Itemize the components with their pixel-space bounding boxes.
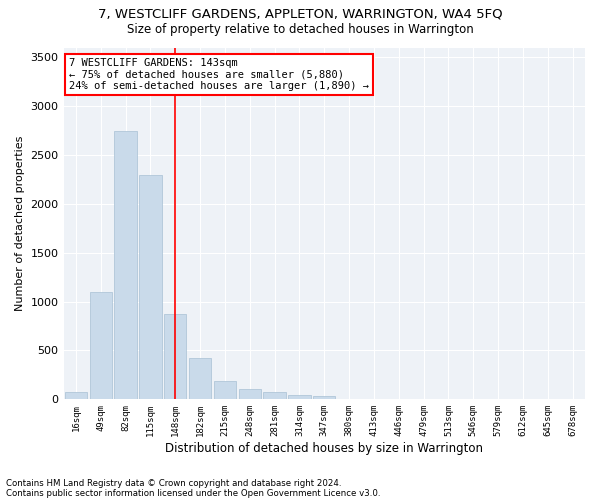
- Bar: [263, 392, 286, 400]
- Text: Contains HM Land Registry data © Crown copyright and database right 2024.: Contains HM Land Registry data © Crown c…: [6, 478, 341, 488]
- Bar: [313, 396, 335, 400]
- X-axis label: Distribution of detached houses by size in Warrington: Distribution of detached houses by size …: [165, 442, 483, 455]
- Text: 7 WESTCLIFF GARDENS: 143sqm
← 75% of detached houses are smaller (5,880)
24% of : 7 WESTCLIFF GARDENS: 143sqm ← 75% of det…: [69, 58, 369, 92]
- Bar: [288, 396, 311, 400]
- Bar: [115, 130, 137, 400]
- Bar: [89, 292, 112, 400]
- Bar: [239, 388, 261, 400]
- Bar: [65, 392, 87, 400]
- Bar: [214, 382, 236, 400]
- Bar: [139, 174, 161, 400]
- Bar: [189, 358, 211, 400]
- Y-axis label: Number of detached properties: Number of detached properties: [15, 136, 25, 311]
- Text: Size of property relative to detached houses in Warrington: Size of property relative to detached ho…: [127, 24, 473, 36]
- Bar: [164, 314, 187, 400]
- Text: 7, WESTCLIFF GARDENS, APPLETON, WARRINGTON, WA4 5FQ: 7, WESTCLIFF GARDENS, APPLETON, WARRINGT…: [98, 8, 502, 20]
- Text: Contains public sector information licensed under the Open Government Licence v3: Contains public sector information licen…: [6, 488, 380, 498]
